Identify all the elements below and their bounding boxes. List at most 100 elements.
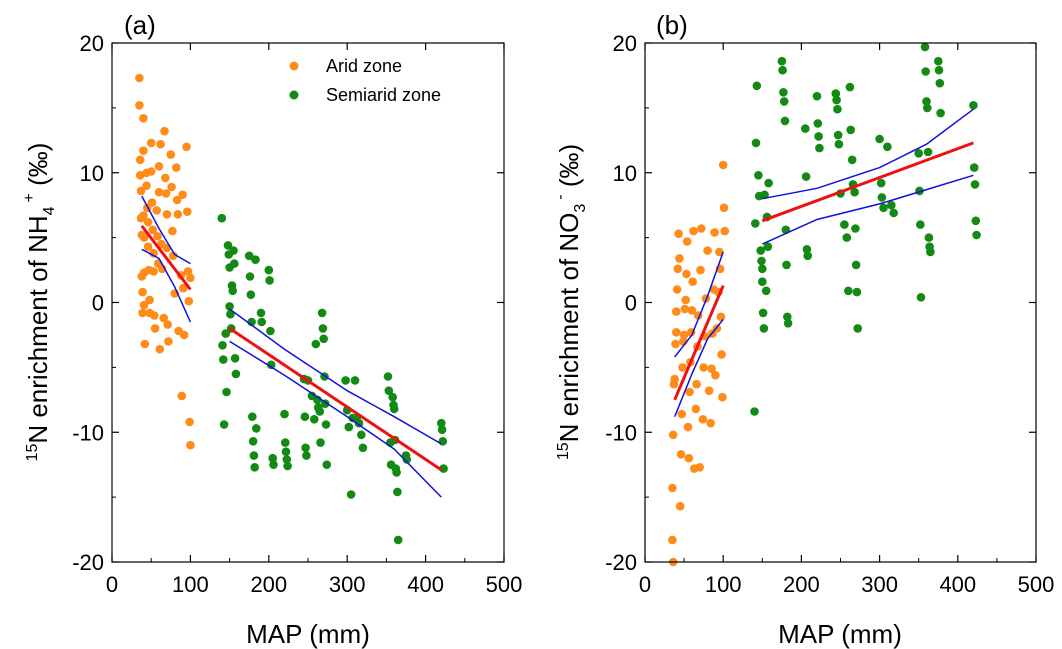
panel-b-ticks: 0 100 200 300 400 500 -20 -10 0 10 20	[605, 31, 1054, 597]
panel-b-semiarid-point-3	[752, 81, 762, 91]
panel-a-semiarid-point-69	[358, 443, 368, 453]
panel-a-arid-point-36	[154, 162, 164, 171]
panel-a-semiarid-point-76	[389, 404, 399, 414]
panel-b-arid-point-32	[691, 404, 701, 414]
panel-b-arid-point-1	[668, 535, 677, 545]
panel-a-semiarid-point-67	[354, 418, 364, 428]
panel-a-arid-point-63	[179, 330, 189, 340]
panel-a-semiarid-point-20	[246, 290, 256, 300]
panel-b-semiarid-point-34	[831, 89, 841, 98]
panel-a-fit-1-ci-upper	[229, 308, 442, 445]
panel-a-arid-point-0	[135, 73, 144, 83]
panel-b-fit-1-line	[761, 141, 974, 223]
panel-a-arid-point-9	[138, 308, 147, 318]
panel-b-arid-point-28	[687, 306, 697, 315]
panel-a-semiarid-point-1	[218, 341, 227, 350]
panel-a-arid-point-60	[177, 391, 187, 401]
panel-b-fit-0-ci-lower	[674, 318, 724, 417]
panel-b-y-tick-label-2: 0	[625, 291, 637, 316]
panel-a: 0 100 200 300 400 500 -20 -10 0 10 20 (a) MAP (mm)…	[21, 10, 522, 649]
panel-b-y-axis-title: 15N enrichment of NO3- (‰)	[552, 144, 589, 460]
panel-a-semiarid-point-53	[317, 308, 327, 318]
panel-b-arid-point-55	[716, 312, 726, 322]
panel-b-semiarid-point-25	[783, 319, 793, 328]
panel-a-arid-point-26	[146, 167, 156, 176]
panel-b-semiarid-point-48	[851, 224, 860, 233]
panel-b-semiarid-point-40	[840, 220, 849, 229]
legend-marker-semiarid	[289, 90, 299, 100]
panel-b-semiarid-point-11	[759, 324, 769, 333]
panel-a-semiarid-point-79	[392, 468, 401, 477]
panel-b-semiarid-point-72	[934, 65, 944, 75]
panel-a-semiarid-point-47	[310, 415, 319, 424]
panel-b-semiarid-point-44	[846, 125, 855, 135]
panel-b-arid-point-33	[692, 379, 701, 389]
panel-b-y-tick-label-0: -20	[605, 550, 637, 575]
panel-a-semiarid-point-83	[402, 455, 412, 464]
panel-b-semiarid-point-36	[833, 104, 842, 114]
panel-a-arid-point-12	[139, 211, 148, 220]
panel-a-y-tick-label-3: 10	[80, 161, 104, 186]
panel-a-ylabel-unit: (‰)	[23, 143, 53, 194]
panel-a-semiarid-point-38	[281, 447, 291, 457]
panel-b-semiarid-point-66	[923, 103, 932, 113]
panel-a-semiarid-point-9	[225, 302, 234, 311]
panel-b-arid-point-46	[707, 364, 716, 374]
panel-b-y-tick-label-4: 20	[613, 31, 637, 56]
panel-a-fit-0-ci-lower	[141, 248, 192, 323]
panel-b-semiarid-point-52	[875, 134, 884, 144]
panel-b-semiarid-point-10	[758, 308, 768, 318]
panel-a-arid-point-62	[179, 283, 188, 293]
panel-a-semiarid-point-85	[437, 425, 447, 435]
panel-b-arid-point-60	[720, 226, 730, 236]
panel-b-semiarid-point-43	[845, 82, 855, 92]
panel-b-semiarid-point-57	[887, 200, 896, 210]
panel-a-semiarid-point-32	[266, 326, 275, 336]
panel-a-semiarid-point-87	[439, 464, 448, 473]
panel-a-semiarid-point-23	[248, 437, 258, 446]
panel-b-semiarid-point-76	[969, 163, 979, 172]
panel-a-semiarid-point-36	[280, 409, 289, 419]
panel-b-semiarid-point-42	[844, 286, 853, 296]
panel-b-arid-point-11	[674, 229, 683, 238]
panel-b-semiarid-point-73	[935, 78, 945, 88]
panel-a-y-tick-label-1: -10	[72, 420, 104, 445]
panel-a-arid-point-23	[145, 295, 154, 305]
panel-a-arid-point-27	[147, 198, 157, 207]
panel-a-y-tick-label-2: 0	[92, 291, 104, 316]
panel-b-semiarid-point-27	[801, 172, 811, 181]
panel-a-semiarid-point-2	[219, 355, 228, 364]
panel-b-marks	[668, 42, 981, 567]
panel-a-semiarid-point-22	[248, 412, 257, 422]
panel-b-semiarid-point-53	[876, 178, 886, 188]
panel-a-semiarid-point-34	[268, 453, 278, 463]
panel-a-x-tick-label-3: 300	[329, 572, 366, 597]
panel-a-arid-point-20	[143, 217, 153, 227]
panel-a-arid-point-33	[152, 206, 161, 215]
panel-a-arid-point-45	[161, 189, 171, 198]
panel-a-ylabel-sup1: 15	[24, 444, 41, 462]
panel-b-semiarid-point-75	[969, 101, 978, 110]
panel-b-y-tick-label-1: -10	[605, 420, 637, 445]
panel-b-arid-point-24	[684, 453, 694, 463]
panel-a-semiarid-point-14	[229, 246, 238, 255]
panel-b-arid-point-10	[673, 264, 683, 274]
panel-b-semiarid-point-29	[803, 251, 812, 261]
panel-a-arid-point-42	[159, 313, 168, 323]
panel-b-semiarid-point-37	[833, 130, 843, 140]
panel-b-semiarid-point-1	[751, 219, 760, 228]
panel-a-semiarid-point-30	[264, 265, 274, 275]
panel-b-arid-point-50	[711, 370, 720, 380]
panel-b-semiarid-point-6	[756, 246, 765, 255]
panel-a-semiarid-point-27	[251, 424, 261, 433]
panel-b-semiarid-point-70	[926, 247, 935, 257]
panel-b-arid-point-9	[672, 285, 682, 294]
panel-a-semiarid-point-31	[265, 276, 274, 285]
panel-a-semiarid-point-3	[219, 420, 229, 429]
panel-b-x-axis-title: MAP (mm)	[778, 619, 902, 649]
panel-b-semiarid-point-64	[921, 67, 930, 76]
panel-b-semiarid-point-45	[847, 155, 857, 165]
panel-b-semiarid-point-32	[814, 132, 823, 141]
panel-a-semiarid-point-65	[350, 376, 360, 385]
panel-b-semiarid-point-68	[924, 233, 934, 242]
